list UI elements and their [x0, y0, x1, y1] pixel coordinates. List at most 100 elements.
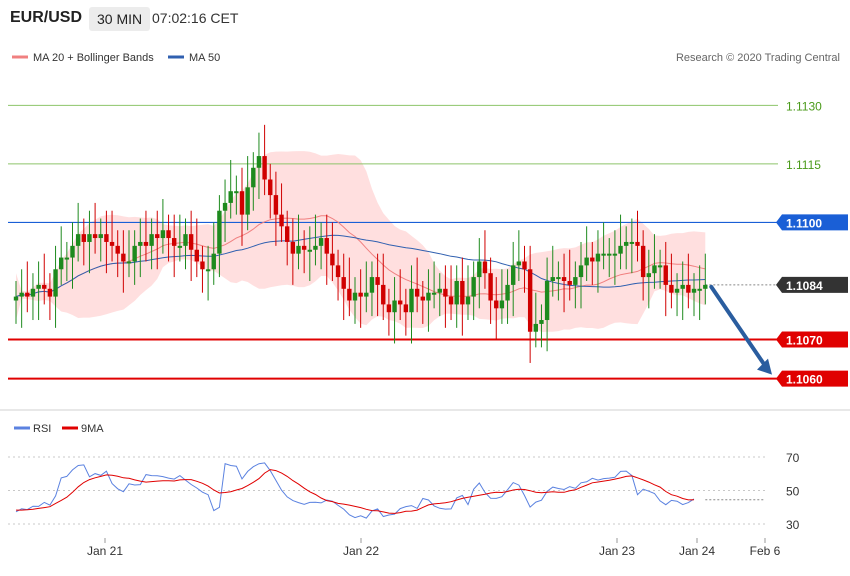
candle-body	[290, 241, 296, 254]
rsi-legend-label: RSI	[33, 423, 51, 435]
clock-time: 07:02:16 CET	[152, 10, 239, 26]
candle-body	[273, 195, 279, 215]
candle-body	[652, 265, 657, 274]
symbol-title[interactable]: EUR/USD	[10, 9, 83, 26]
x-tick-label: Jan 23	[599, 544, 635, 558]
candle-body	[584, 257, 589, 266]
rsi-tick-label: 50	[786, 485, 800, 499]
candle-body	[347, 288, 352, 301]
candle-body	[618, 245, 623, 254]
candle-body	[188, 234, 194, 250]
candle-body	[121, 253, 126, 262]
candle-body	[516, 261, 522, 266]
candle-body	[646, 273, 651, 278]
chart-header: EUR/USD 30 MIN 07:02:16 CET	[0, 0, 850, 38]
rsi-line	[15, 462, 695, 519]
rsi-lines	[15, 462, 765, 519]
candle-body	[691, 288, 697, 293]
ma20-legend-label: MA 20 + Bollinger Bands	[33, 52, 154, 64]
candle-body	[364, 292, 369, 297]
candle-body	[533, 323, 538, 332]
candle-body	[494, 300, 499, 309]
rsi-ma-legend-label: 9MA	[81, 423, 104, 435]
forecast-arrow	[709, 284, 772, 375]
candle-body	[640, 245, 646, 278]
candle-body	[25, 292, 30, 297]
candle-body	[482, 261, 488, 274]
support-level-label: 1.1060	[786, 373, 823, 387]
candle-body	[454, 280, 459, 305]
candle-body	[477, 261, 482, 278]
candle-body	[138, 241, 143, 246]
rsi-tick-label: 70	[786, 451, 800, 465]
candle-body	[601, 253, 606, 256]
candle-body	[471, 277, 476, 297]
timeframe-selector[interactable]: 30 MIN	[89, 7, 151, 31]
candle-body	[330, 253, 335, 266]
candle-body	[460, 280, 465, 305]
candle-body	[663, 265, 668, 285]
candle-body	[30, 288, 36, 297]
candle-body	[234, 191, 239, 194]
last-price-label: 1.1084	[786, 279, 823, 293]
resistance-level-tag	[776, 214, 848, 231]
candle-body	[341, 277, 346, 289]
candle-body	[109, 241, 115, 246]
candle-body	[409, 288, 414, 313]
candle-body	[318, 238, 324, 246]
candle-body	[160, 230, 166, 239]
candle-body	[544, 280, 550, 321]
candle-body	[177, 245, 183, 248]
candle-body	[53, 269, 58, 297]
candle-body	[539, 320, 544, 324]
candle-body	[680, 284, 685, 289]
x-tick-label: Jan 21	[87, 544, 123, 558]
candle-body	[13, 296, 19, 301]
ma50-legend-label: MA 50	[189, 52, 220, 64]
candle-body	[92, 234, 98, 239]
candle-body	[104, 234, 109, 242]
candle-body	[132, 245, 137, 262]
forecast-arrow-shaft	[709, 284, 767, 368]
candle-body	[635, 241, 640, 246]
candle-body	[657, 265, 663, 268]
candle-body	[98, 234, 103, 239]
candle-body	[75, 234, 81, 246]
candle-body	[669, 284, 674, 293]
candle-body	[505, 284, 510, 301]
target-level-label: 1.1130	[786, 99, 822, 113]
candle-body	[200, 261, 205, 270]
candle-body	[211, 253, 216, 270]
candle-body	[686, 284, 691, 293]
candle-body	[369, 277, 375, 293]
candle-body	[556, 277, 561, 280]
candle-body	[285, 226, 290, 242]
candle-body	[499, 300, 505, 309]
forecast-arrow-head	[757, 358, 772, 375]
rsi-tick-label: 30	[786, 518, 800, 532]
candle-body	[420, 296, 425, 301]
candle-body	[674, 288, 680, 293]
candle-body	[183, 234, 188, 246]
candle-body	[578, 265, 584, 278]
candle-body	[561, 277, 567, 281]
candles	[13, 124, 708, 363]
x-axis: Jan 21 Jan 22 Jan 23 Jan 24 Feb 6	[87, 538, 781, 558]
candle-body	[81, 234, 86, 242]
candle-body	[488, 273, 493, 301]
candle-body	[697, 288, 702, 291]
candle-body	[375, 277, 380, 285]
candle-body	[47, 288, 53, 297]
candle-body	[115, 245, 120, 254]
rsi-legend: RSI 9MA	[14, 423, 104, 435]
candle-body	[612, 253, 618, 256]
candle-body	[448, 296, 454, 305]
candle-body	[414, 288, 420, 297]
candle-body	[590, 257, 595, 262]
candle-body	[392, 300, 397, 313]
candle-body	[143, 241, 149, 246]
candle-body	[245, 187, 250, 215]
candle-body	[155, 234, 160, 239]
candle-body	[166, 230, 171, 239]
candle-body	[296, 245, 301, 254]
